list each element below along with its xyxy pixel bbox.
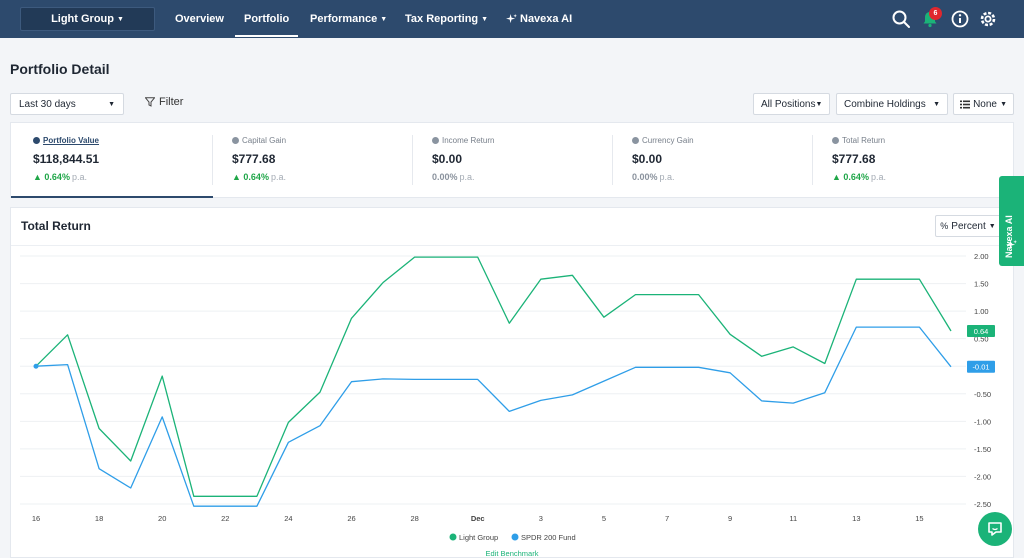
navexa-ai-side-tab[interactable] [999,176,1024,266]
top-nav: Light Group ▼ Overview Portfolio Perform… [0,0,1024,38]
metric-period: p.a. [459,172,475,182]
divider [212,135,213,185]
legend-marker-benchmark [511,533,519,541]
metric-total-return[interactable]: Total Return $777.68 ▲ 0.64% p.a. [813,123,1013,197]
info-icon [232,137,239,144]
divider [412,135,413,185]
metric-value: $0.00 [432,152,463,166]
caret-down-icon: ▼ [988,222,996,230]
caret-down-icon: ▼ [933,100,940,108]
chat-button[interactable] [978,512,1012,546]
caret-down-icon: ▼ [1000,100,1007,108]
arrow-up-icon: ▲ [832,172,844,182]
info-icon [33,137,40,144]
metric-value: $118,844.51 [33,152,100,166]
gear-icon[interactable] [978,9,998,29]
grouping-select[interactable]: None ▼ [953,93,1014,115]
edit-benchmark-link[interactable]: Edit Benchmark [486,549,539,558]
filter-button[interactable]: Filter [145,96,183,108]
metric-change: 0.00% [432,172,458,182]
info-icon [832,137,839,144]
metric-currency-gain[interactable]: Currency Gain $0.00 0.00% p.a. [613,123,813,197]
info-icon [432,137,439,144]
page-title: Portfolio Detail [10,61,110,77]
navexa-ai-side-label: Navexa AI [1004,215,1014,258]
metric-portfolio-value[interactable]: Portfolio Value $118,844.51 ▲ 0.64% p.a. [11,123,213,198]
metric-label: Currency Gain [642,136,694,145]
metric-label: Capital Gain [242,136,287,145]
metric-label: Total Return [842,136,886,145]
metric-label: Portfolio Value [43,136,100,145]
notification-badge: 6 [929,7,942,20]
legend-label-portfolio[interactable]: Light Group [459,533,498,542]
metric-change: 0.64% [44,172,70,182]
metric-value: $0.00 [632,152,663,166]
metric-period: p.a. [270,172,286,182]
divider [612,135,613,185]
caret-down-icon: ▼ [481,15,489,23]
divider [11,245,1013,246]
legend-label-benchmark[interactable]: SPDR 200 Fund [521,533,576,542]
filter-icon [145,97,155,107]
chat-icon [988,522,1002,536]
metric-value: $777.68 [832,152,876,166]
chart-title: Total Return [21,219,91,233]
metric-label: Income Return [442,136,495,145]
metric-value: $777.68 [232,152,276,166]
nav-performance[interactable]: Performance ▼ [310,13,388,25]
divider [812,135,813,185]
sparkle-icon [1006,240,1017,250]
nav-tax-reporting[interactable]: Tax Reporting ▼ [405,13,489,25]
portfolio-selector[interactable]: Light Group ▼ [20,7,155,31]
metrics-card: Portfolio Value $118,844.51 ▲ 0.64% p.a. … [10,122,1014,198]
active-metric-indicator [11,196,213,198]
portfolio-name: Light Group [51,13,114,25]
metric-period: p.a. [659,172,675,182]
search-icon[interactable] [891,9,911,29]
caret-down-icon: ▼ [815,100,823,108]
chart-card: Total Return % Percent ▼ [10,207,1014,558]
metric-change: 0.00% [632,172,658,182]
caret-down-icon: ▼ [108,100,115,108]
metric-period: p.a. [71,172,87,182]
percent-icon: % [940,221,949,231]
metric-period: p.a. [870,172,886,182]
metric-income-return[interactable]: Income Return $0.00 0.00% p.a. [413,123,613,197]
caret-down-icon: ▼ [380,15,388,23]
caret-down-icon: ▼ [117,15,124,23]
arrow-up-icon: ▲ [33,172,45,182]
chart-mode-select[interactable]: % Percent ▼ [935,215,1001,237]
info-icon [632,137,639,144]
list-icon [960,100,970,108]
nav-navexa-ai[interactable]: Navexa AI [506,0,572,38]
nav-overview[interactable]: Overview [175,13,224,25]
info-icon[interactable] [950,9,970,29]
metric-change: 0.64% [843,172,869,182]
arrow-up-icon: ▲ [232,172,244,182]
legend-marker-portfolio [449,533,457,541]
date-range-select[interactable]: Last 30 days ▼ [10,93,124,115]
holdings-select[interactable]: Combine Holdings ▼ [836,93,948,115]
metric-capital-gain[interactable]: Capital Gain $777.68 ▲ 0.64% p.a. [213,123,413,197]
nav-portfolio[interactable]: Portfolio [234,0,299,38]
sparkle-icon [506,13,517,23]
positions-select[interactable]: All Positions ▼ [753,93,830,115]
metric-change: 0.64% [243,172,269,182]
